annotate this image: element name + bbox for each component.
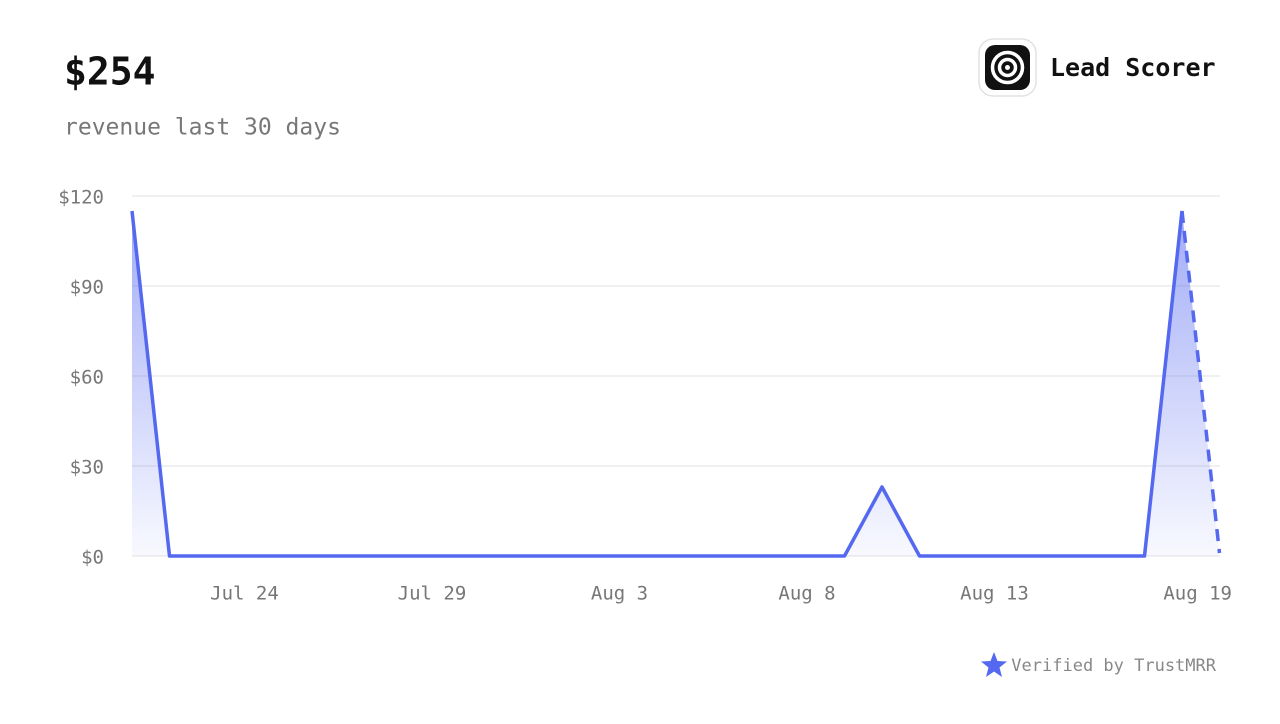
verified-footer: Verified by TrustMRR	[1011, 656, 1216, 676]
x-tick-label: Aug 3	[591, 583, 648, 605]
product-name: Lead Scorer	[1050, 53, 1216, 82]
chart-subtitle: revenue last 30 days	[64, 115, 341, 141]
x-tick-label: Jul 29	[398, 583, 467, 605]
y-tick-label: $120	[58, 187, 104, 209]
x-tick-label: Jul 24	[210, 583, 279, 605]
verified-star	[981, 652, 1007, 677]
y-tick-label: $30	[70, 457, 104, 479]
x-tick-label: Aug 13	[960, 583, 1029, 605]
chart-title: $254	[64, 50, 156, 94]
line-dashed	[1180, 210, 1222, 554]
x-tick-label: Aug 19	[1163, 583, 1232, 605]
line	[130, 210, 1184, 558]
product-icon	[978, 38, 1037, 97]
y-tick-label: $90	[70, 277, 104, 299]
y-tick-label: $0	[81, 547, 104, 569]
x-tick-label: Aug 8	[778, 583, 835, 605]
y-tick-label: $60	[70, 367, 104, 389]
